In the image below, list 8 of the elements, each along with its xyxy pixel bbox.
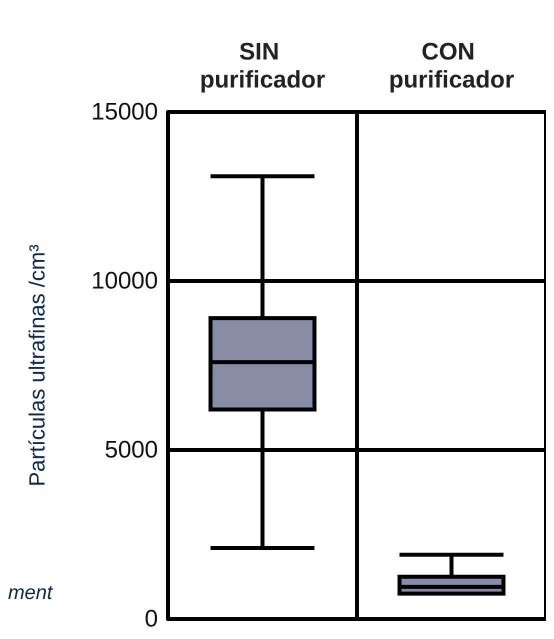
y-tick-label: 0 — [144, 606, 158, 632]
y-tick-label: 5000 — [104, 436, 158, 464]
y-tick-label: 10000 — [91, 268, 158, 294]
x-tick-label: SIN purificador — [200, 38, 326, 94]
text: ment — [8, 582, 54, 604]
x-tick-label: CON purificador — [388, 38, 514, 94]
y-axis-title: Partículas ultrafinas /cm³ — [24, 244, 50, 487]
y-tick-label: 15000 — [91, 98, 158, 126]
